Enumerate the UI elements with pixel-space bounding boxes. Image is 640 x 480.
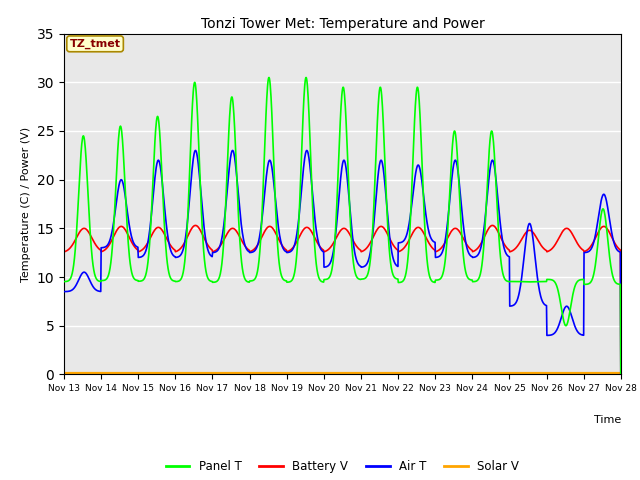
Title: Tonzi Tower Met: Temperature and Power: Tonzi Tower Met: Temperature and Power — [200, 17, 484, 31]
Text: Time: Time — [593, 415, 621, 425]
Legend: Panel T, Battery V, Air T, Solar V: Panel T, Battery V, Air T, Solar V — [161, 455, 524, 478]
Text: TZ_tmet: TZ_tmet — [70, 39, 120, 49]
Y-axis label: Temperature (C) / Power (V): Temperature (C) / Power (V) — [21, 126, 31, 282]
